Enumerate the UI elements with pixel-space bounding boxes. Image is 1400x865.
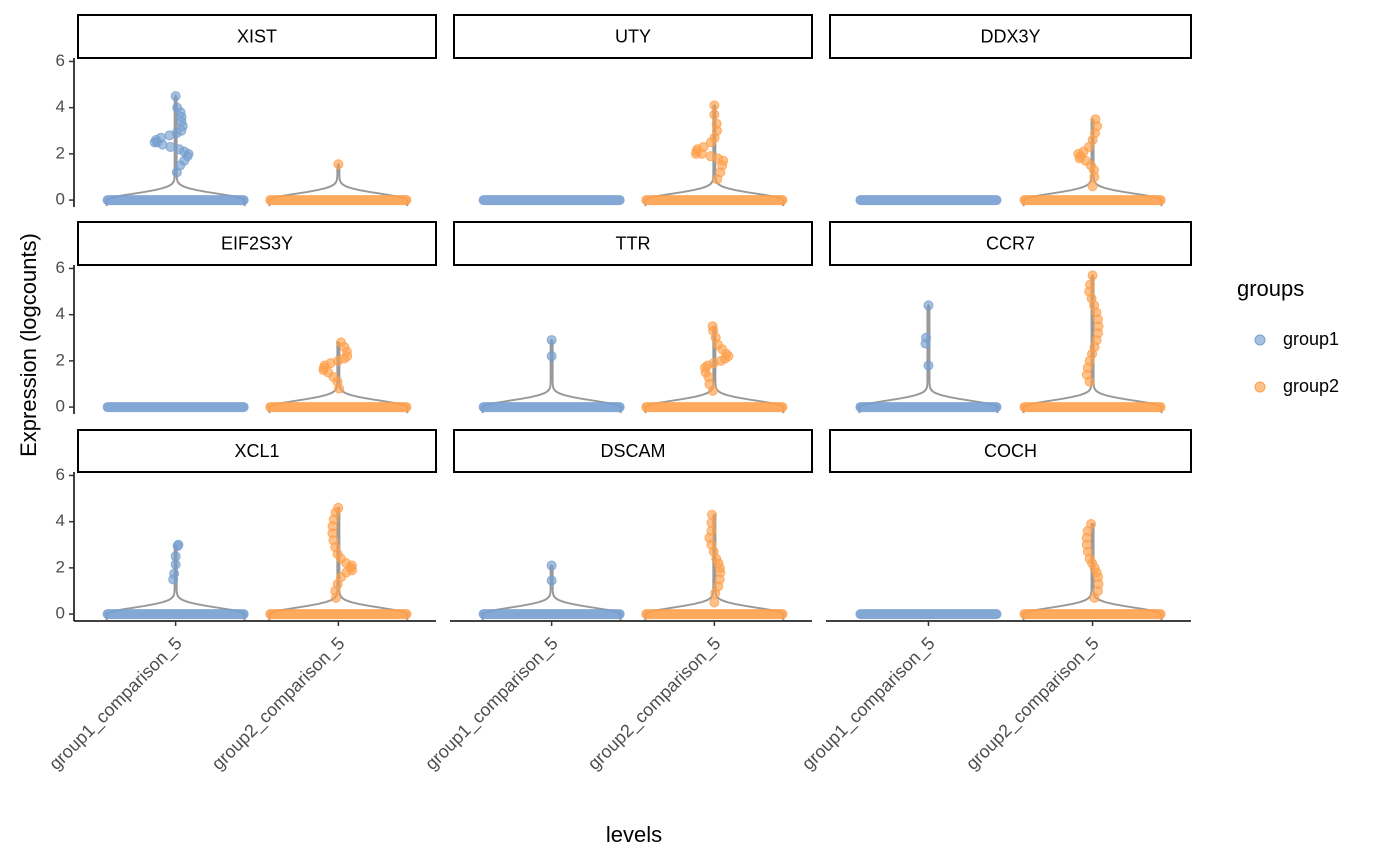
y-tick-label: 4	[56, 97, 65, 116]
strip-label: EIF2S3Y	[221, 233, 293, 253]
point	[1087, 181, 1098, 192]
y-tick-label: 4	[56, 304, 65, 323]
point	[546, 560, 557, 571]
violin	[858, 303, 999, 414]
strip	[77, 14, 437, 59]
strip	[453, 221, 813, 266]
y-tick-label: 2	[56, 350, 65, 369]
x-tick-label: group2_comparison_5	[208, 633, 350, 775]
point	[172, 102, 183, 113]
x-tick-label: group1_comparison_5	[421, 633, 563, 775]
strip-label: COCH	[984, 441, 1037, 461]
legend-label: group1	[1283, 329, 1339, 349]
strip-label: CCR7	[986, 233, 1035, 253]
point	[333, 159, 344, 170]
strip	[77, 221, 437, 266]
point	[155, 132, 166, 143]
point	[169, 568, 180, 579]
y-tick-label: 2	[56, 557, 65, 576]
y-tick-label: 6	[56, 258, 65, 277]
point	[170, 91, 181, 102]
point	[1085, 279, 1096, 290]
x-tick-label: group2_comparison_5	[962, 633, 1104, 775]
strip	[829, 221, 1192, 266]
strip-label: DDX3Y	[980, 26, 1040, 46]
strip-label: DSCAM	[600, 441, 665, 461]
point	[1087, 270, 1098, 281]
point	[709, 100, 720, 111]
y-tick-label: 4	[56, 511, 65, 530]
strip	[829, 14, 1192, 59]
point	[170, 551, 181, 562]
point	[1086, 518, 1097, 529]
legend-label: group2	[1283, 376, 1339, 396]
point	[546, 351, 557, 362]
strip-label: XIST	[237, 26, 277, 46]
point	[546, 575, 557, 586]
point	[333, 502, 344, 513]
point	[174, 144, 185, 155]
x-axis-title: levels	[606, 822, 662, 847]
strip-label: UTY	[615, 26, 651, 46]
point	[711, 118, 722, 129]
y-tick-label: 0	[56, 397, 65, 416]
x-tick-label: group1_comparison_5	[45, 633, 187, 775]
point	[709, 109, 720, 120]
y-tick-label: 6	[56, 465, 65, 484]
point	[705, 151, 716, 162]
point	[923, 360, 934, 371]
y-tick-label: 6	[56, 51, 65, 70]
legend-title: groups	[1237, 276, 1304, 301]
x-tick-label: group1_comparison_5	[798, 633, 940, 775]
point	[707, 321, 718, 332]
point	[923, 300, 934, 311]
legend-swatch	[1254, 334, 1266, 346]
strip-label: TTR	[616, 233, 651, 253]
y-tick-label: 2	[56, 143, 65, 162]
x-tick-label: group2_comparison_5	[584, 633, 726, 775]
y-axis-title: Expression (logcounts)	[16, 233, 41, 457]
strip-label: XCL1	[234, 441, 279, 461]
legend-swatch	[1254, 381, 1266, 393]
strip	[453, 14, 813, 59]
strip	[829, 429, 1192, 473]
y-tick-label: 0	[56, 604, 65, 623]
point	[173, 539, 184, 550]
y-tick-label: 0	[56, 190, 65, 209]
strip	[77, 429, 437, 473]
point	[546, 335, 557, 346]
point	[709, 597, 720, 608]
point	[706, 509, 717, 520]
point	[921, 332, 932, 343]
point	[698, 141, 709, 152]
violin	[268, 506, 409, 621]
strip	[453, 429, 813, 473]
point	[335, 337, 346, 348]
point	[1090, 114, 1101, 125]
